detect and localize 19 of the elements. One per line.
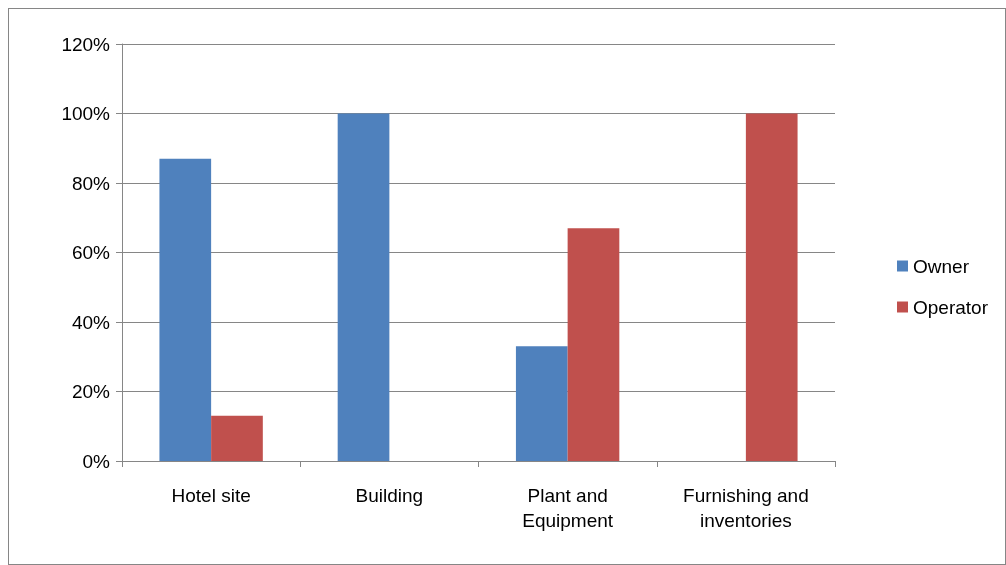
bar — [159, 158, 212, 461]
y-tick-label: 20% — [71, 381, 111, 402]
x-tick-label: Plant and Equipment — [522, 485, 614, 531]
y-tick-label: 0% — [82, 450, 111, 472]
bar — [337, 113, 390, 461]
legend-label: Owner — [913, 255, 970, 277]
bar — [211, 415, 263, 461]
x-tick-label: Hotel site — [171, 485, 251, 506]
y-tick-label: 60% — [71, 242, 111, 263]
legend-label: Operator — [913, 296, 989, 318]
bar — [567, 228, 620, 461]
y-tick-label: 120% — [61, 33, 111, 55]
y-tick-label: 80% — [71, 172, 111, 194]
x-tick-label: Furnishing and inventories — [683, 485, 809, 531]
y-tick-label: 100% — [61, 103, 111, 124]
x-tick-label: Building — [355, 485, 424, 506]
bar — [745, 113, 798, 461]
bar — [515, 346, 568, 461]
y-tick-label: 40% — [71, 311, 111, 333]
